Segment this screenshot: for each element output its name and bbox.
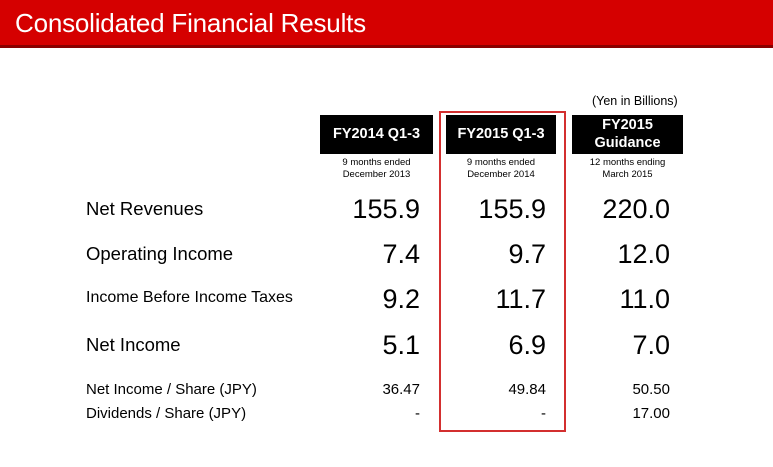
operating-income-fy2014: 7.4 xyxy=(382,239,420,269)
income-before-taxes-fy2014: 9.2 xyxy=(382,284,420,314)
net-revenues-guidance: 220.0 xyxy=(602,194,670,224)
net-revenues-fy2015: 155.9 xyxy=(478,194,546,224)
eps-fy2015: 49.84 xyxy=(508,381,546,398)
row-label-net-income: Net Income xyxy=(86,334,181,355)
dps-fy2014: - xyxy=(415,405,420,422)
title-bar: Consolidated Financial Results xyxy=(0,0,773,48)
net-income-guidance: 7.0 xyxy=(632,330,670,360)
column-header-fy2014-q1-3: FY2014 Q1-3 xyxy=(320,115,433,154)
period-line2: December 2013 xyxy=(342,169,411,180)
period-line1: 9 months ended xyxy=(342,157,411,168)
operating-income-guidance: 12.0 xyxy=(617,239,670,269)
operating-income-fy2015: 9.7 xyxy=(508,239,546,269)
eps-guidance: 50.50 xyxy=(632,381,670,398)
net-income-fy2014: 5.1 xyxy=(382,330,420,360)
period-line1: 12 months ending xyxy=(589,157,666,168)
page-title: Consolidated Financial Results xyxy=(15,8,366,38)
period-line1: 9 months ended xyxy=(466,157,536,168)
unit-note: (Yen in Billions) xyxy=(592,94,678,108)
row-label-net-revenues: Net Revenues xyxy=(86,198,204,219)
guidance-header-line1: FY2015 xyxy=(602,117,653,133)
column-period-fy2015: 9 months ended December 2014 xyxy=(446,157,556,181)
income-before-taxes-guidance: 11.0 xyxy=(619,284,670,314)
net-revenues-fy2014: 155.9 xyxy=(352,194,420,224)
row-label-dividends-per-share: Dividends / Share (JPY) xyxy=(86,405,247,422)
current-period-highlight xyxy=(439,111,566,432)
column-period-fy2014: 9 months ended December 2013 xyxy=(320,157,433,181)
guidance-header-line2: Guidance xyxy=(594,135,661,151)
column-header-fy2015-q1-3: FY2015 Q1-3 xyxy=(446,115,556,154)
net-income-fy2015: 6.9 xyxy=(508,330,546,360)
row-label-operating-income: Operating Income xyxy=(86,243,234,264)
column-period-guidance: 12 months ending March 2015 xyxy=(572,157,683,181)
row-label-net-income-per-share: Net Income / Share (JPY) xyxy=(86,381,257,398)
period-line2: March 2015 xyxy=(602,169,653,180)
dps-guidance: 17.00 xyxy=(632,405,670,422)
eps-fy2014: 36.47 xyxy=(382,381,420,398)
row-label-income-before-taxes: Income Before Income Taxes xyxy=(86,289,293,306)
dps-fy2015: - xyxy=(541,405,546,422)
income-before-taxes-fy2015: 11.7 xyxy=(495,284,546,314)
column-header-fy2015-guidance: FY2015 Guidance xyxy=(572,115,683,154)
period-line2: December 2014 xyxy=(467,169,535,180)
